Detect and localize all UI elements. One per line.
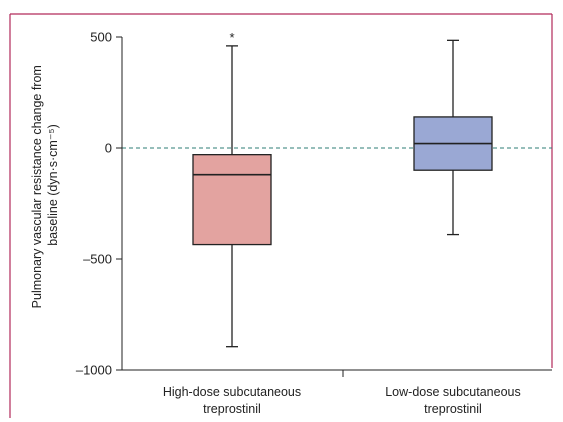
iqr-box: [192, 154, 272, 246]
y-axis-label-line-1: Pulmonary vascular resistance change fro…: [30, 65, 44, 308]
y-tick-label: 500: [90, 30, 112, 45]
x-category-label: treprostinil: [203, 402, 261, 416]
y-tick-label: –1000: [76, 363, 112, 378]
y-axis-label-line-2: baseline (dyn·s·cm⁻⁵): [46, 124, 60, 246]
x-category-label: treprostinil: [424, 402, 482, 416]
significance-asterisk: *: [229, 30, 234, 45]
y-tick-label: –500: [83, 252, 112, 267]
x-category-label: Low-dose subcutaneous: [385, 385, 521, 399]
y-axis-label: Pulmonary vascular resistance change fro…: [30, 62, 60, 309]
y-tick-label: 0: [105, 141, 112, 156]
figure-frame: [9, 13, 552, 418]
x-category-label: High-dose subcutaneous: [163, 385, 301, 399]
plot-area: 500 0 –500 –1000 High-dose subcutaneous trepr…: [76, 30, 552, 416]
